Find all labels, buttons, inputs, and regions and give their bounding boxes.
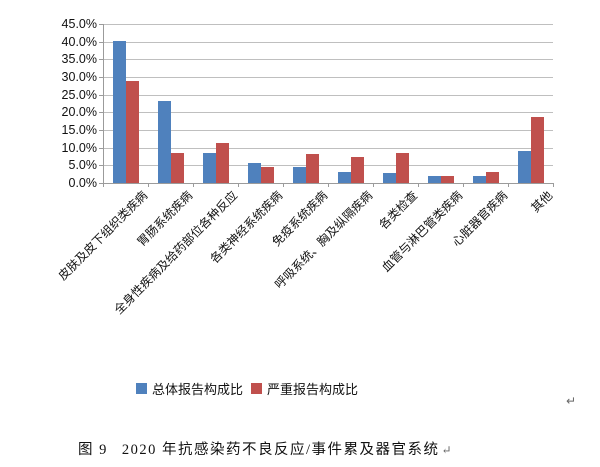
x-axis-tick [328,183,329,187]
y-axis-label: 15.0% [61,123,97,137]
gridline [103,94,553,96]
bar-严重报告构成比-心脏器官疾病 [485,172,499,183]
legend-label: 总体报告构成比 [152,382,244,397]
y-axis-tick [99,77,103,78]
category-group [328,24,373,183]
figure-number: 图 9 [78,442,108,458]
y-axis-label: 45.0% [61,17,97,31]
category-group [103,24,148,183]
category-group [238,24,283,183]
y-axis-tick [99,112,103,114]
y-axis-tick [99,24,103,25]
bar-总体报告构成比-全身性疾病及给药部位各种反应 [202,152,216,183]
paragraph-mark: ↵ [566,394,577,408]
bar-总体报告构成比-其他 [517,150,531,183]
bar-总体报告构成比-各类神经系统疾病 [247,163,261,183]
x-axis-tick [238,183,239,187]
legend-item: 总体报告构成比 [136,379,243,398]
category-group [373,24,418,183]
bar-严重报告构成比-胃肠系统疾病 [170,152,184,183]
bar-严重报告构成比-其他 [530,117,544,183]
figure-caption: 图 9 2020 年抗感染药不良反应/事件累及器官系统 ↵ [78,438,452,459]
x-axis-tick [553,183,554,187]
y-axis-label: 25.0% [61,87,97,102]
bar-总体报告构成比-胃肠系统疾病 [157,101,171,183]
x-axis-tick [193,183,194,187]
x-axis-tick [508,183,509,187]
y-axis-tick [99,41,103,43]
bar-严重报告构成比-各类检查 [395,152,409,183]
y-axis-label: 20.0% [61,105,97,120]
category-group [463,24,508,183]
bar-严重报告构成比-血管与淋巴管类疾病 [440,175,454,183]
x-axis-category-label: 各类检查 [376,188,421,233]
legend-swatch-icon [251,383,263,394]
bar-总体报告构成比-皮肤及皮下组织类疾病 [112,40,126,183]
y-axis-label: 10.0% [61,140,97,155]
y-axis-line [103,24,104,183]
gridline [103,112,553,114]
bar-总体报告构成比-血管与淋巴管类疾病 [427,175,441,183]
bar-总体报告构成比-免疫系统疾病 [292,167,306,183]
caption-text: 2020 年抗感染药不良反应/事件累及器官系统 [121,442,440,458]
x-axis-tick [373,183,374,187]
y-axis-label: 30.0% [61,70,97,84]
y-axis-label: 5.0% [68,158,98,173]
legend-label: 严重报告构成比 [267,382,359,397]
bar-严重报告构成比-皮肤及皮下组织类疾病 [125,80,139,183]
y-axis-label: 40.0% [61,34,97,49]
gridline [103,165,553,167]
legend-swatch-icon [136,383,147,394]
gridline [103,24,553,25]
x-axis-category-label: 血管与淋巴管类疾病 [378,188,466,275]
gridline [103,147,553,149]
y-axis-tick [99,130,103,131]
y-axis-label: 0.0% [68,176,98,190]
category-group [508,24,553,183]
bar-严重报告构成比-全身性疾病及给药部位各种反应 [215,143,229,183]
bar-总体报告构成比-心脏器官疾病 [472,175,486,183]
x-axis-tick [418,183,419,187]
category-group [193,24,238,183]
bar-总体报告构成比-各类检查 [382,172,396,183]
bar-严重报告构成比-各类神经系统疾病 [260,166,274,183]
y-axis-tick [99,165,103,167]
y-axis-tick [99,183,103,184]
gridline [103,130,553,131]
x-axis-tick [283,183,284,187]
bar-严重报告构成比-免疫系统疾病 [305,154,319,183]
paragraph-mark: ↵ [441,443,452,457]
bar-总体报告构成比-呼吸系统、胸及纵隔疾病 [337,172,351,183]
x-axis-tick [463,183,464,187]
category-group [418,24,463,183]
chart-legend: 总体报告构成比 严重报告构成比 [136,379,366,398]
category-group [148,24,193,183]
plot-area [103,24,553,183]
x-axis-tick [103,183,104,187]
y-axis-tick [99,59,103,61]
legend-item: 严重报告构成比 [251,379,358,398]
y-axis-tick [99,94,103,96]
x-axis-category-label: 其他 [528,188,556,216]
x-axis-tick [148,183,149,187]
y-axis-label: 35.0% [61,52,97,67]
gridline [103,59,553,61]
bar-严重报告构成比-呼吸系统、胸及纵隔疾病 [350,157,364,183]
y-axis-tick [99,147,103,149]
category-group [283,24,328,183]
gridline [103,41,553,43]
gridline [103,77,553,78]
